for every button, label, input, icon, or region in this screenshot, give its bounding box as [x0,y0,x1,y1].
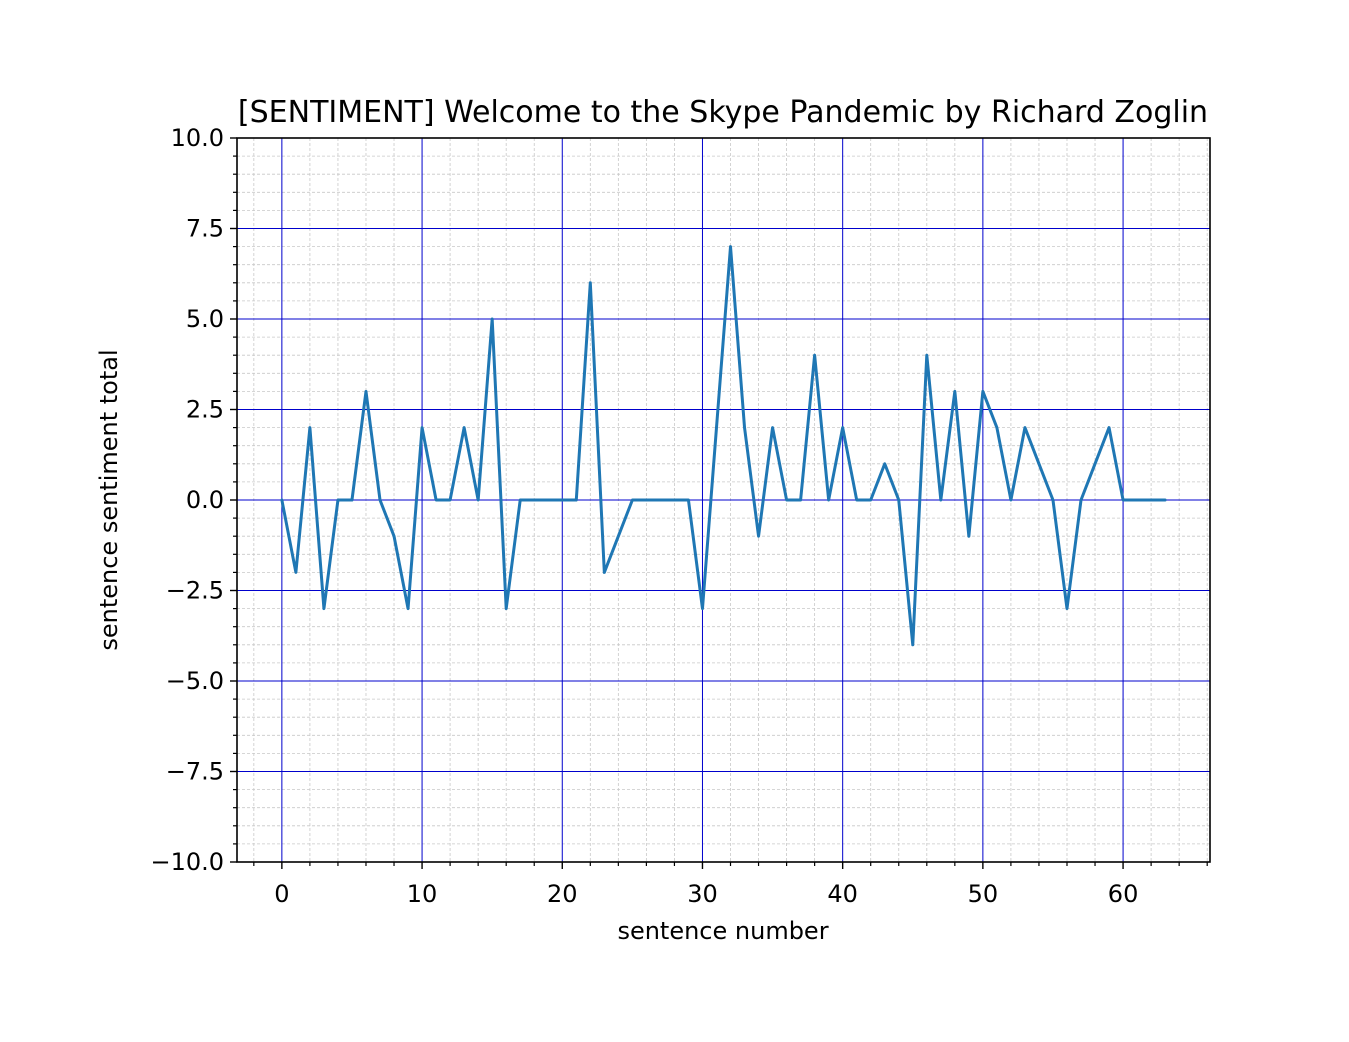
y-axis-ticks: −10.0 −7.5 −5.0 −2.5 0.0 2.5 5.0 7.5 10.0 [150,124,237,876]
y-tick-label: 0.0 [186,486,224,514]
x-tick-label: 50 [968,880,999,908]
y-tick-label: −5.0 [166,667,224,695]
y-tick-label: 10.0 [171,124,224,152]
x-tick-label: 20 [547,880,578,908]
x-axis-ticks: 0 10 20 30 40 50 60 [253,862,1208,908]
y-tick-label: 7.5 [186,215,224,243]
y-tick-label: −7.5 [166,758,224,786]
chart-title: [SENTIMENT] Welcome to the Skype Pandemi… [238,95,1208,130]
x-tick-label: 40 [827,880,858,908]
y-tick-label: −10.0 [150,848,224,876]
y-tick-label: 5.0 [186,305,224,333]
x-tick-label: 60 [1108,880,1139,908]
y-axis-label: sentence sentiment total [95,349,123,650]
y-tick-label: −2.5 [166,577,224,605]
series-line-0 [280,245,1167,647]
x-tick-label: 30 [687,880,718,908]
x-axis-label: sentence number [617,917,828,945]
minor-grid [237,138,1210,862]
y-tick-label: 2.5 [186,396,224,424]
x-tick-label: 0 [274,880,289,908]
series-layer [280,245,1167,647]
x-tick-label: 10 [407,880,438,908]
